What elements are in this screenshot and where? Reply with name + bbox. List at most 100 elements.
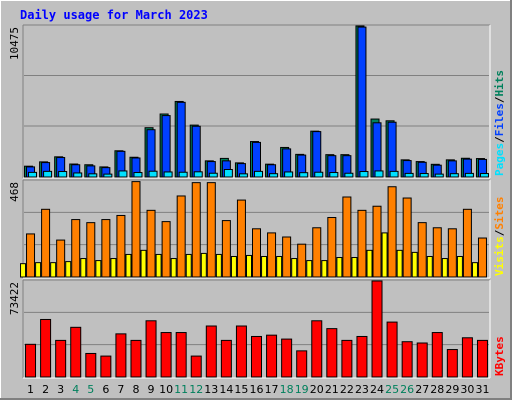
x-axis-day-label: 22 xyxy=(340,383,354,396)
bar-visits-day-1 xyxy=(20,263,27,278)
y-axis-max-label: 73422 xyxy=(8,282,21,315)
legend-separator: / xyxy=(493,229,506,236)
x-axis-day-label: 5 xyxy=(87,383,94,396)
bar-files-day-9 xyxy=(146,129,156,178)
bar-visits-day-21 xyxy=(321,260,328,278)
bar-sites-day-2 xyxy=(41,208,51,278)
bar-pages-day-4 xyxy=(73,172,83,178)
bar-kbytes-day-25 xyxy=(386,321,398,378)
x-axis-day-label: 9 xyxy=(148,383,155,396)
bar-kbytes-day-31 xyxy=(476,339,488,378)
x-axis-day-label: 3 xyxy=(57,383,64,396)
bar-kbytes-day-7 xyxy=(115,333,127,378)
bar-kbytes-day-13 xyxy=(205,325,217,378)
bar-sites-day-18 xyxy=(282,236,292,278)
bar-sites-day-13 xyxy=(206,182,216,278)
y-axis-max-label: 10475 xyxy=(8,27,21,60)
bar-files-day-11 xyxy=(176,101,186,178)
bar-kbytes-day-21 xyxy=(326,328,338,378)
x-axis-day-label: 16 xyxy=(250,383,264,396)
x-axis-day-label: 7 xyxy=(117,383,124,396)
bar-visits-day-3 xyxy=(50,262,57,278)
bar-pages-day-11 xyxy=(178,171,188,178)
x-axis-day-label: 27 xyxy=(415,383,429,396)
bar-sites-day-1 xyxy=(26,233,36,278)
x-axis-day-label: 29 xyxy=(445,383,459,396)
bar-sites-day-8 xyxy=(131,181,141,278)
legend-item: Sites xyxy=(493,197,506,230)
y-axis-max-label: 468 xyxy=(8,182,21,202)
bar-kbytes-day-8 xyxy=(130,339,142,378)
legend-item: Pages xyxy=(493,143,506,176)
bar-visits-day-18 xyxy=(276,255,283,278)
x-axis-day-label: 21 xyxy=(325,383,339,396)
bar-pages-day-16 xyxy=(254,170,263,178)
bar-kbytes-day-2 xyxy=(40,318,52,378)
bar-kbytes-day-24 xyxy=(371,280,383,378)
bar-visits-day-29 xyxy=(441,258,448,278)
bar-pages-day-28 xyxy=(434,173,444,178)
bar-kbytes-day-12 xyxy=(190,355,202,378)
legend-item: Hits xyxy=(493,70,506,97)
bar-visits-day-23 xyxy=(351,257,358,278)
bar-visits-day-12 xyxy=(185,253,192,278)
bar-kbytes-day-29 xyxy=(446,349,458,378)
bar-sites-day-9 xyxy=(146,209,156,278)
x-axis-day-label: 28 xyxy=(430,383,444,396)
bar-kbytes-day-30 xyxy=(461,337,473,378)
bar-pages-day-24 xyxy=(374,170,384,178)
bar-sites-day-14 xyxy=(221,220,231,278)
bar-sites-day-7 xyxy=(116,214,126,278)
bar-files-day-20 xyxy=(312,131,322,178)
x-axis-day-label: 30 xyxy=(460,383,474,396)
bar-pages-day-1 xyxy=(28,171,38,178)
bar-sites-day-31 xyxy=(477,237,487,278)
bar-visits-day-17 xyxy=(261,255,268,278)
chart-title: Daily usage for March 2023 xyxy=(20,8,208,22)
bar-pages-day-14 xyxy=(223,169,233,178)
legend-item: KBytes xyxy=(493,336,506,376)
bar-kbytes-day-26 xyxy=(401,341,413,378)
bar-sites-day-25 xyxy=(387,186,397,278)
x-axis-day-label: 25 xyxy=(385,383,399,396)
bar-kbytes-day-19 xyxy=(296,350,308,378)
bar-sites-day-6 xyxy=(101,219,111,278)
bar-sites-day-22 xyxy=(342,196,352,278)
legend-item: Files xyxy=(493,103,506,136)
x-axis-day-label: 13 xyxy=(204,383,218,396)
bar-pages-day-21 xyxy=(329,172,339,178)
bar-pages-day-10 xyxy=(163,171,173,178)
x-axis-day-label: 17 xyxy=(265,383,279,396)
bar-kbytes-day-27 xyxy=(416,342,428,378)
bar-pages-day-26 xyxy=(404,172,414,178)
bar-visits-day-4 xyxy=(65,261,72,278)
bar-kbytes-day-1 xyxy=(25,343,37,378)
bar-pages-day-5 xyxy=(88,173,98,178)
bar-sites-day-11 xyxy=(176,195,186,278)
bar-sites-day-12 xyxy=(191,182,201,278)
bar-kbytes-day-5 xyxy=(85,352,97,378)
x-axis-day-label: 10 xyxy=(159,383,173,396)
bar-visits-day-11 xyxy=(170,258,177,278)
bar-sites-day-21 xyxy=(327,217,337,278)
bar-visits-day-28 xyxy=(426,255,433,278)
bar-visits-day-5 xyxy=(80,258,87,278)
legend-item: Visits xyxy=(493,236,506,276)
bar-sites-day-3 xyxy=(56,239,66,278)
x-axis-day-label: 4 xyxy=(72,383,79,396)
bar-visits-day-9 xyxy=(140,249,147,278)
bar-sites-day-5 xyxy=(86,222,96,278)
bar-pages-day-27 xyxy=(419,173,429,178)
bar-sites-day-17 xyxy=(267,232,277,278)
legend: Pages/Files/Hits xyxy=(493,70,506,176)
bar-kbytes-day-11 xyxy=(175,332,187,378)
bar-kbytes-day-20 xyxy=(311,320,323,378)
bar-visits-day-14 xyxy=(215,253,222,278)
bar-sites-day-26 xyxy=(402,197,412,278)
bar-kbytes-day-15 xyxy=(235,325,247,378)
bar-pages-day-20 xyxy=(314,171,324,178)
bar-pages-day-3 xyxy=(58,171,68,178)
bar-visits-day-10 xyxy=(155,253,162,278)
bar-kbytes-day-6 xyxy=(100,355,112,378)
bar-visits-day-7 xyxy=(110,258,117,278)
